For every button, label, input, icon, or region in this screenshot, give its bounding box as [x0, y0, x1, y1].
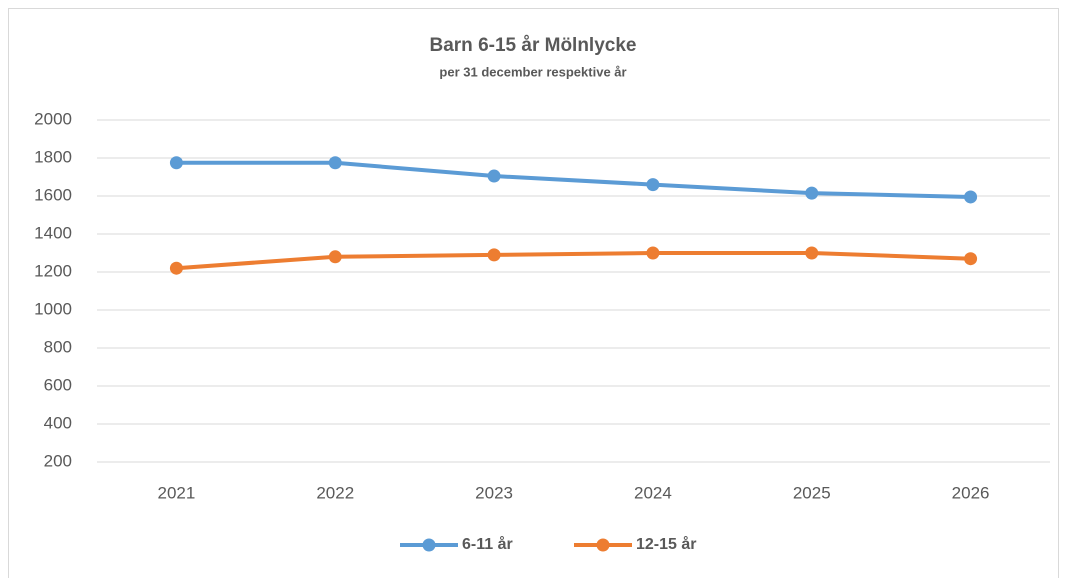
data-point	[169, 261, 183, 275]
series-line	[174, 160, 973, 199]
data-point	[328, 156, 342, 170]
x-tick-label: 2021	[158, 483, 196, 502]
y-tick-label: 1400	[34, 223, 72, 242]
data-point	[169, 156, 183, 170]
y-tick-label: 800	[44, 337, 72, 356]
data-point	[964, 190, 978, 204]
data-point	[805, 246, 819, 260]
y-tick-label: 1000	[34, 299, 72, 318]
data-point	[487, 248, 501, 262]
x-tick-label: 2024	[634, 483, 672, 502]
legend-label: 6-11 år	[462, 535, 513, 553]
data-point	[805, 186, 819, 200]
data-point	[646, 246, 660, 260]
legend-marker	[422, 538, 436, 552]
x-tick-label: 2026	[952, 483, 990, 502]
legend-marker	[596, 538, 610, 552]
y-tick-label: 1200	[34, 261, 72, 280]
data-point	[328, 250, 342, 264]
chart-frame	[8, 8, 1059, 578]
data-point	[487, 169, 501, 183]
x-tick-label: 2022	[316, 483, 354, 502]
data-point	[646, 178, 660, 192]
y-tick-label: 1600	[34, 185, 72, 204]
y-tick-label: 200	[44, 451, 72, 470]
y-tick-label: 600	[44, 375, 72, 394]
y-tick-label: 400	[44, 413, 72, 432]
data-point	[964, 252, 978, 266]
x-tick-label: 2025	[793, 483, 831, 502]
chart-title: Barn 6-15 år Mölnlycke	[430, 35, 637, 56]
legend-label: 12-15 år	[636, 535, 697, 553]
series-line	[174, 251, 973, 271]
y-tick-label: 2000	[34, 109, 72, 128]
y-tick-label: 1800	[34, 147, 72, 166]
chart-subtitle: per 31 december respektive år	[439, 64, 626, 79]
x-tick-label: 2023	[475, 483, 513, 502]
